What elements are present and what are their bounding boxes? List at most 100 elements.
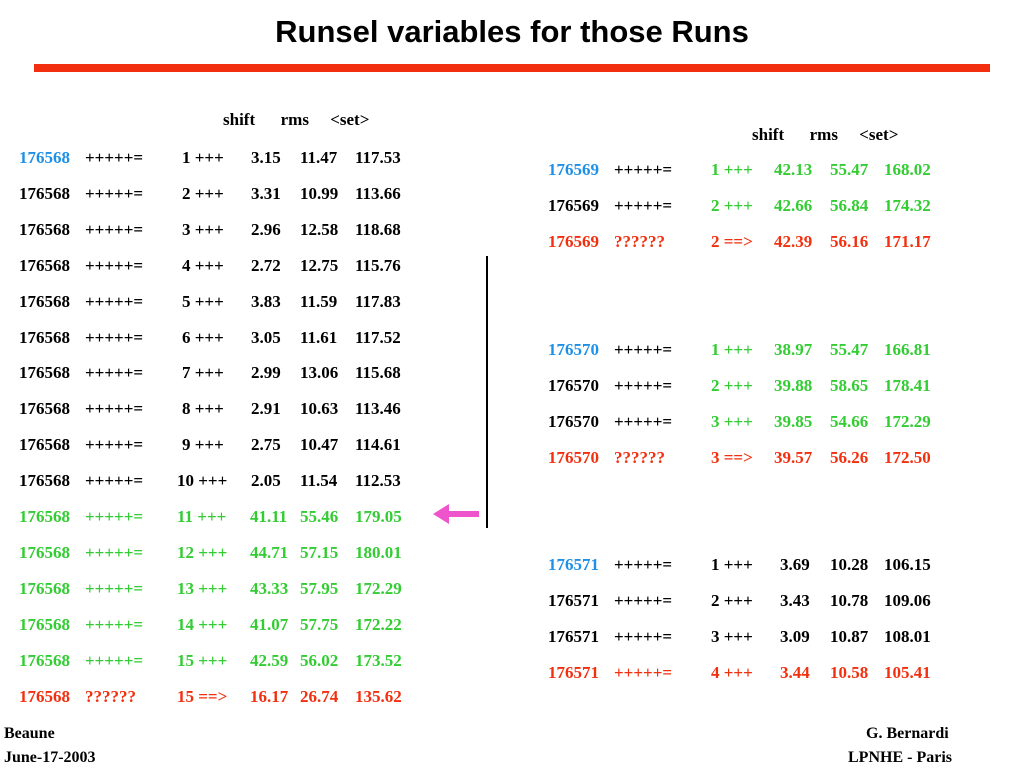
run-number: 176568 — [19, 614, 70, 634]
shift-value: 3.83 — [251, 291, 281, 311]
shift-value: 3.15 — [251, 148, 281, 167]
rms-value: 57.75 — [300, 614, 339, 634]
set-value: 109.06 — [884, 590, 931, 610]
set-value: 172.29 — [884, 411, 931, 431]
run-status: ?????? — [614, 447, 665, 467]
set-value: 112.53 — [355, 471, 401, 491]
shift-value: 3.69 — [780, 555, 810, 574]
set-value: 117.53 — [355, 148, 401, 167]
shift-value: 42.66 — [774, 195, 813, 215]
run-number: 176570 — [548, 340, 599, 359]
shift-value: 2.91 — [251, 399, 281, 419]
set-value: 113.46 — [355, 399, 401, 419]
rms-value: 11.47 — [300, 148, 338, 167]
set-value: 166.81 — [884, 340, 931, 359]
rms-value: 11.54 — [300, 471, 338, 491]
set-value: 108.01 — [884, 626, 931, 646]
run-index: 4 +++ — [182, 255, 224, 275]
footer-institution: LPNHE - Paris — [848, 749, 952, 766]
run-status: +++++= — [85, 435, 144, 455]
run-status: +++++= — [85, 542, 144, 562]
set-value: 168.02 — [884, 160, 931, 179]
run-number: 176571 — [548, 626, 599, 646]
run-status: +++++= — [85, 399, 144, 419]
run-index: 4 +++ — [711, 662, 753, 682]
run-number: 176570 — [548, 375, 599, 395]
left-table-header: shift rms <set> — [223, 110, 370, 129]
shift-value: 44.71 — [250, 542, 289, 562]
rms-value: 56.84 — [830, 195, 869, 215]
set-value: 115.68 — [355, 363, 401, 383]
run-number: 176568 — [19, 363, 70, 383]
left-arrow-icon — [433, 504, 479, 524]
rms-value: 55.47 — [830, 340, 869, 359]
rms-value: 10.47 — [300, 435, 339, 455]
run-number: 176570 — [548, 447, 599, 467]
run-status: ?????? — [85, 686, 136, 706]
rms-value: 13.06 — [300, 363, 339, 383]
run-status: +++++= — [85, 507, 144, 526]
shift-value: 3.44 — [780, 662, 810, 682]
set-value: 113.66 — [355, 183, 401, 203]
set-value: 106.15 — [884, 555, 931, 574]
shift-value: 39.57 — [774, 447, 813, 467]
rms-value: 55.46 — [300, 507, 339, 526]
run-status: +++++= — [614, 555, 673, 574]
run-status: +++++= — [614, 626, 673, 646]
set-value: 172.22 — [355, 614, 402, 634]
rms-value: 10.78 — [830, 590, 869, 610]
run-index: 3 ==> — [711, 447, 753, 467]
run-index: 3 +++ — [711, 411, 753, 431]
shift-value: 38.97 — [774, 340, 813, 359]
run-status: +++++= — [614, 340, 673, 359]
shift-value: 39.88 — [774, 375, 813, 395]
run-number: 176571 — [548, 590, 599, 610]
rms-value: 54.66 — [830, 411, 869, 431]
run-status: +++++= — [614, 662, 673, 682]
set-value: 172.29 — [355, 578, 402, 598]
run-status: +++++= — [85, 614, 144, 634]
run-index: 3 +++ — [182, 219, 224, 239]
run-number: 176568 — [19, 650, 70, 670]
shift-value: 2.05 — [251, 471, 281, 491]
shift-value: 42.59 — [250, 650, 289, 670]
run-number: 176569 — [548, 195, 599, 215]
run-status: +++++= — [85, 148, 144, 167]
rms-value: 10.63 — [300, 399, 339, 419]
shift-value: 2.99 — [251, 363, 281, 383]
run-status: +++++= — [614, 590, 673, 610]
rms-value: 56.26 — [830, 447, 869, 467]
run-index: 2 ==> — [711, 231, 753, 251]
set-value: 114.61 — [355, 435, 401, 455]
shift-value: 16.17 — [250, 686, 289, 706]
set-value: 115.76 — [355, 255, 401, 275]
run-index: 1 +++ — [182, 148, 224, 167]
set-value: 180.01 — [355, 542, 402, 562]
run-index: 2 +++ — [711, 375, 753, 395]
run-number: 176568 — [19, 255, 70, 275]
set-value: 117.52 — [355, 327, 401, 347]
rms-value: 12.58 — [300, 219, 339, 239]
run-index: 1 +++ — [711, 555, 753, 574]
footer-date: June-17-2003 — [4, 749, 96, 766]
run-number: 176568 — [19, 327, 70, 347]
run-number: 176569 — [548, 160, 599, 179]
rms-value: 10.58 — [830, 662, 869, 682]
title-underline — [34, 64, 990, 72]
run-number: 176568 — [19, 686, 70, 706]
run-number: 176568 — [19, 291, 70, 311]
shift-value: 39.85 — [774, 411, 813, 431]
set-value: 171.17 — [884, 231, 931, 251]
run-number: 176569 — [548, 231, 599, 251]
run-index: 1 +++ — [711, 160, 753, 179]
run-number: 176568 — [19, 542, 70, 562]
rms-value: 12.75 — [300, 255, 339, 275]
shift-value: 3.05 — [251, 327, 281, 347]
rms-value: 26.74 — [300, 686, 339, 706]
run-index: 1 +++ — [711, 340, 753, 359]
vertical-divider — [486, 256, 488, 528]
run-status: ?????? — [614, 231, 665, 251]
set-value: 178.41 — [884, 375, 931, 395]
rms-value: 11.59 — [300, 291, 338, 311]
run-number: 176568 — [19, 148, 70, 167]
